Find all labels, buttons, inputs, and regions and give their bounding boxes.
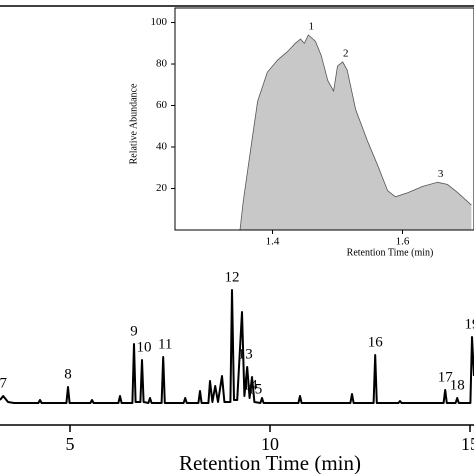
abundance-line <box>239 34 472 231</box>
x-axis-label: Retention Time (min) <box>347 247 434 258</box>
y-tick-label: 100 <box>151 16 168 28</box>
chromatogram-line <box>0 289 474 404</box>
y-tick-label: 40 <box>156 141 168 153</box>
x-tick-label: 15 <box>461 434 474 454</box>
x-tick-label: 1.6 <box>396 236 410 248</box>
x-axis-label: Retention Time (min) <box>179 451 361 474</box>
y-axis-label: Relative Abundance <box>128 83 139 164</box>
x-tick-label: 5 <box>66 434 75 454</box>
y-tick-label: 80 <box>156 58 168 70</box>
peak-label: 3 <box>438 168 444 180</box>
peak-label: 17 <box>438 369 454 385</box>
peak-label: 18 <box>450 377 465 393</box>
peak-label: 16 <box>368 334 384 350</box>
peak-label: 2 <box>343 47 349 59</box>
peak-label: 9 <box>130 323 138 339</box>
x-tick-label: 1.4 <box>266 236 280 248</box>
peak-label: 7 <box>0 375 7 391</box>
inset-frame <box>174 7 474 231</box>
peak-label: 14 <box>243 377 259 393</box>
peak-label: 19 <box>465 316 474 332</box>
peak-label: 1 <box>309 21 315 33</box>
y-tick-label: 20 <box>156 182 168 194</box>
peak-label: 10 <box>137 339 152 355</box>
x-tick-label: 10 <box>261 434 279 454</box>
peak-label: 12 <box>225 269 240 285</box>
peak-label: 8 <box>64 366 72 382</box>
peak-label: 11 <box>158 336 172 352</box>
abundance-area <box>240 35 472 230</box>
y-tick-label: 60 <box>156 99 168 111</box>
peak-label: 15 <box>247 381 262 397</box>
peak-label: 13 <box>238 346 253 362</box>
